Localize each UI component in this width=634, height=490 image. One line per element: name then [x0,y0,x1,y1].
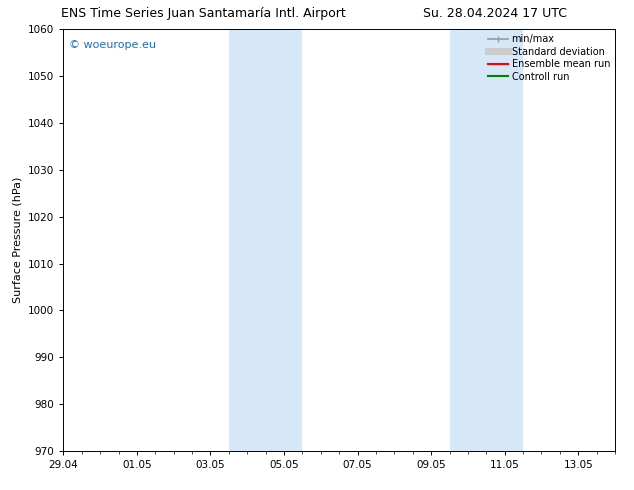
Text: ENS Time Series Juan Santamaría Intl. Airport: ENS Time Series Juan Santamaría Intl. Ai… [60,7,346,21]
Bar [450,29,523,451]
Bar [229,29,302,451]
Text: © woeurope.eu: © woeurope.eu [69,40,156,50]
Legend: min/max, Standard deviation, Ensemble mean run, Controll run: min/max, Standard deviation, Ensemble me… [486,32,612,83]
Y-axis label: Surface Pressure (hPa): Surface Pressure (hPa) [13,177,23,303]
Text: Su. 28.04.2024 17 UTC: Su. 28.04.2024 17 UTC [422,7,567,21]
